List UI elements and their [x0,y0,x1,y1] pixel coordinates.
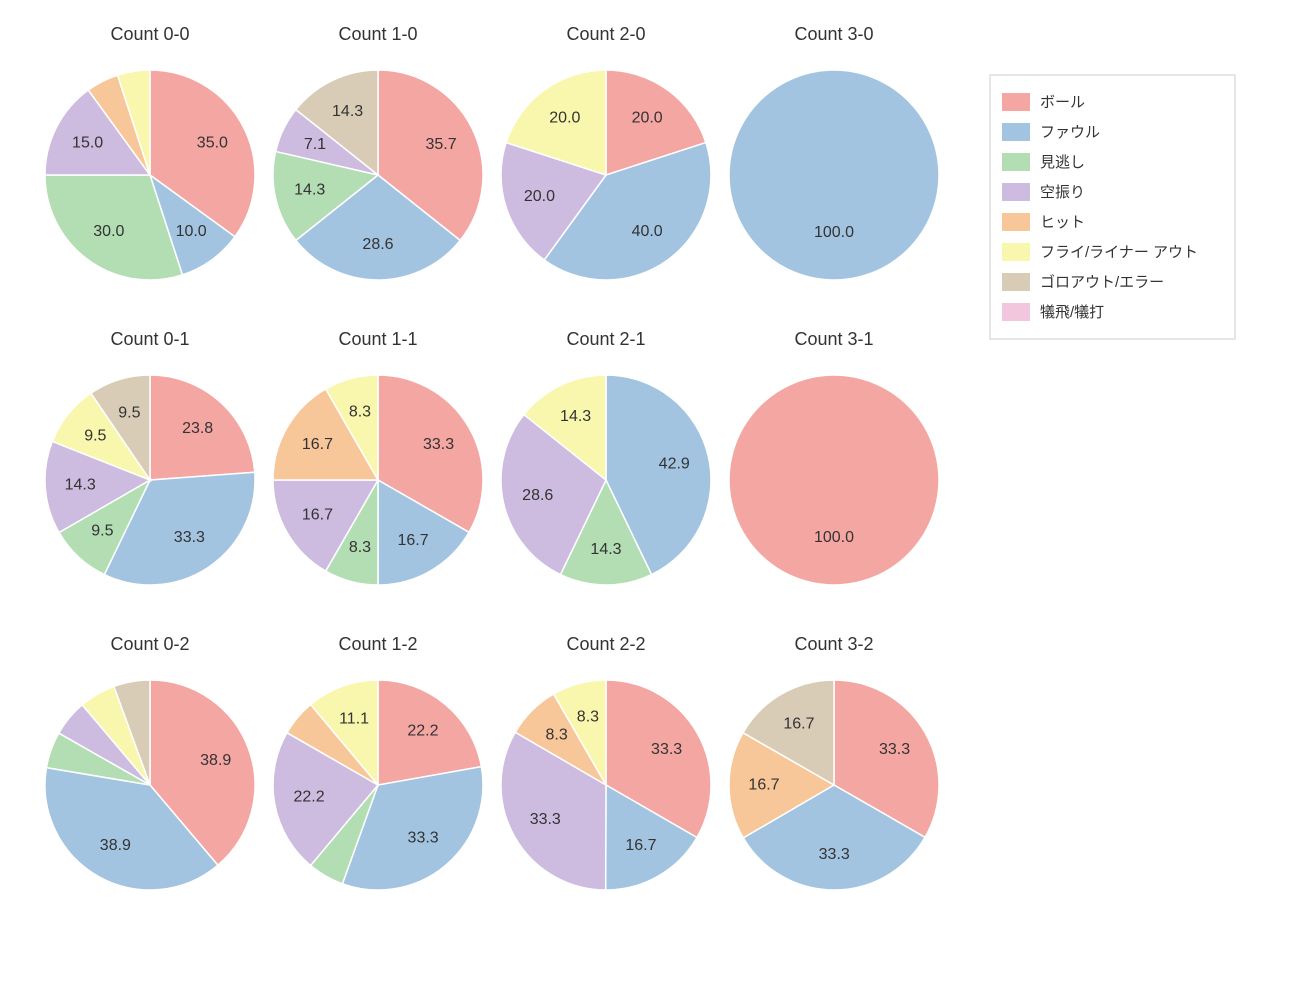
slice-label: 33.3 [423,436,454,453]
slice-label: 35.0 [197,134,228,151]
legend-label-swing: 空振り [1040,184,1085,201]
slice-label: 8.3 [545,727,567,744]
slice-label: 100.0 [814,224,854,241]
legend-swatch-ball [1002,93,1030,111]
legend-swatch-groundout [1002,273,1030,291]
legend-swatch-sac [1002,303,1030,321]
slice-label: 14.3 [590,541,621,558]
slice-label: 33.3 [408,830,439,847]
slice-label: 40.0 [632,223,663,240]
pie-title: Count 0-1 [110,329,189,349]
slice-label: 7.1 [304,136,326,153]
legend-swatch-flyout [1002,243,1030,261]
slice-label: 28.6 [522,487,553,504]
slice-label: 38.9 [200,752,231,769]
slice-label: 14.3 [294,182,325,199]
legend-frame [990,75,1235,339]
slice-label: 15.0 [72,134,103,151]
slice-label: 33.3 [651,741,682,758]
slice-label: 22.2 [294,788,325,805]
slice-label: 20.0 [632,110,663,127]
legend: ボールファウル見逃し空振りヒットフライ/ライナー アウトゴロアウト/エラー犠飛/… [990,75,1235,339]
pie-title: Count 1-0 [338,24,417,44]
pie-title: Count 1-1 [338,329,417,349]
legend-label-groundout: ゴロアウト/エラー [1040,273,1164,291]
pie-title: Count 1-2 [338,634,417,654]
slice-label: 14.3 [560,408,591,425]
slice-label: 16.7 [625,837,656,854]
legend-label-flyout: フライ/ライナー アウト [1040,244,1198,261]
legend-swatch-hit [1002,213,1030,231]
pie-title: Count 3-0 [794,24,873,44]
slice-label: 16.7 [302,436,333,453]
slice-label: 11.1 [339,710,369,727]
slice-label: 16.7 [397,532,428,549]
slice-label: 10.0 [176,223,207,240]
slice-label: 9.5 [118,404,140,421]
slice-label: 14.3 [332,103,363,120]
slice-label: 8.3 [349,404,371,421]
pie-title: Count 2-0 [566,24,645,44]
slice-label: 20.0 [524,188,555,205]
slice-label: 22.2 [407,723,438,740]
slice-label: 38.9 [100,837,131,854]
legend-swatch-looking [1002,153,1030,171]
slice-label: 20.0 [549,110,580,127]
legend-label-sac: 犠飛/犠打 [1040,304,1104,321]
slice-label: 8.3 [577,709,599,726]
legend-label-foul: ファウル [1040,124,1100,141]
legend-label-ball: ボール [1040,94,1085,111]
pie-slice-foul [729,70,939,280]
legend-swatch-swing [1002,183,1030,201]
slice-label: 16.7 [783,716,814,733]
pie-title: Count 2-1 [566,329,645,349]
slice-label: 8.3 [349,539,371,556]
pie-slice-ball [729,375,939,585]
slice-label: 16.7 [302,506,333,523]
pie-title: Count 0-0 [110,24,189,44]
slice-label: 100.0 [814,529,854,546]
slice-label: 35.7 [425,136,456,153]
slice-label: 33.3 [174,529,205,546]
pie-title: Count 2-2 [566,634,645,654]
slice-label: 28.6 [362,236,393,253]
slice-label: 33.3 [530,811,561,828]
slice-label: 33.3 [819,846,850,863]
slice-label: 42.9 [659,456,690,473]
slice-label: 30.0 [93,223,124,240]
pie-title: Count 3-1 [794,329,873,349]
slice-label: 16.7 [748,776,779,793]
slice-label: 9.5 [91,523,113,540]
slice-label: 33.3 [879,741,910,758]
slice-label: 9.5 [84,428,106,445]
figure: Count 0-0 35.0 10.0 30.0 15.0 Count 1-0 35.7 28… [0,0,1300,1000]
slice-label: 23.8 [182,420,213,437]
legend-swatch-foul [1002,123,1030,141]
legend-label-looking: 見逃し [1040,154,1085,171]
slice-label: 14.3 [65,476,96,493]
pie-title: Count 3-2 [794,634,873,654]
pie-title: Count 0-2 [110,634,189,654]
svg-canvas: Count 0-0 35.0 10.0 30.0 15.0 Count 1-0 35.7 28… [0,0,1300,1000]
legend-label-hit: ヒット [1040,214,1085,231]
